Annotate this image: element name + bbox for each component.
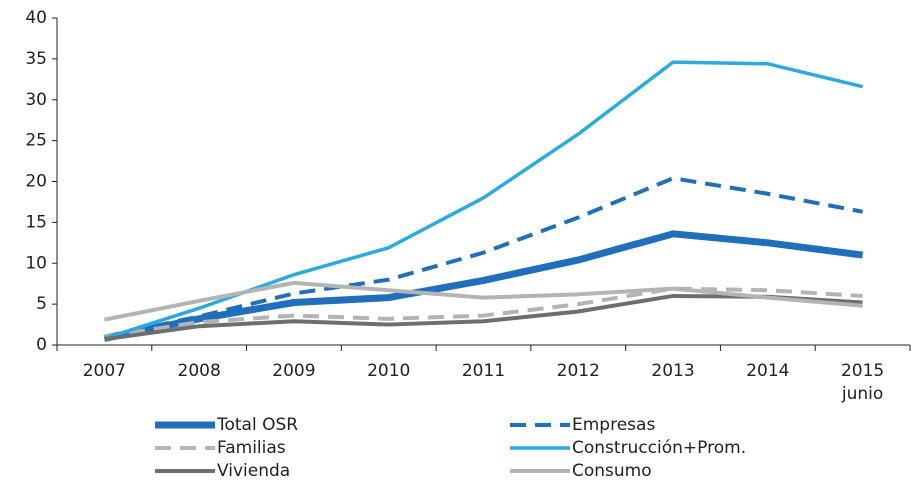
- x-tick-label: 2013: [651, 361, 695, 381]
- legend-label: Consumo: [572, 461, 652, 481]
- y-tick-label: 25: [25, 131, 47, 151]
- y-tick-label: 0: [36, 335, 47, 355]
- x-tick-label: 2010: [367, 361, 411, 381]
- series-line: [103, 176, 863, 339]
- x-tick-label: 2009: [272, 361, 316, 381]
- series-line: [103, 230, 864, 342]
- legend-label: Total OSR: [216, 415, 298, 435]
- x-tick-label: 2015 junio: [840, 361, 885, 404]
- x-tick-label: 2014: [746, 361, 790, 381]
- x-tick-label: 2012: [556, 361, 600, 381]
- series-line: [103, 280, 863, 322]
- x-tick-label: 2007: [82, 361, 126, 381]
- series-line: [104, 286, 863, 339]
- y-tick-label: 10: [25, 253, 47, 273]
- x-tick-label: 2008: [177, 361, 221, 381]
- y-tick-label: 5: [36, 294, 47, 314]
- legend-label: Empresas: [572, 415, 655, 435]
- legend-label: Familias: [217, 438, 286, 458]
- y-tick-label: 30: [25, 90, 47, 110]
- y-tick-label: 40: [25, 8, 47, 28]
- legend-label: Construcción+Prom.: [572, 438, 746, 458]
- y-tick-label: 20: [25, 172, 47, 192]
- y-tick-label: 15: [25, 212, 47, 232]
- x-tick-label: 2011: [461, 361, 506, 381]
- y-tick-label: 35: [25, 49, 47, 69]
- series-line: [103, 60, 864, 341]
- legend-label: Vivienda: [217, 461, 290, 481]
